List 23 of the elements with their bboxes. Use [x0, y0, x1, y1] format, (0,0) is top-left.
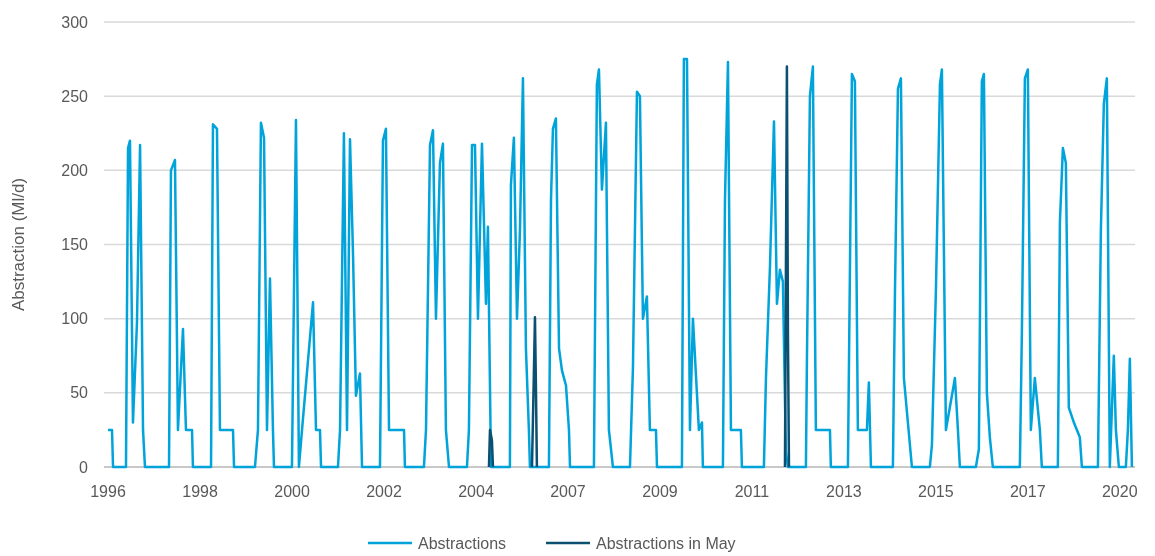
legend-label: Abstractions in May — [596, 534, 736, 552]
line-series — [106, 57, 1134, 469]
x-tick-label: 2004 — [458, 483, 494, 500]
y-tick-label: 150 — [61, 236, 89, 254]
x-tick-label: 1998 — [182, 483, 218, 500]
x-tick-label: 2020 — [1101, 483, 1138, 500]
x-tick-label: 2017 — [1009, 483, 1046, 500]
y-tick-label: 100 — [61, 310, 89, 328]
y-tick-label: 300 — [61, 13, 89, 31]
x-tick-label: 2015 — [918, 483, 954, 500]
x-tick-label: 2002 — [366, 483, 402, 500]
x-tick-label: 2011 — [734, 483, 770, 500]
y-tick-label: 0 — [79, 458, 89, 476]
y-tick-label: 250 — [61, 87, 89, 105]
x-tick-label: 2009 — [642, 483, 678, 500]
y-tick-label: 50 — [70, 384, 89, 402]
x-tick-label: 2000 — [274, 483, 310, 500]
x-tick-label: 2013 — [826, 483, 862, 500]
x-tick-label: 1996 — [90, 483, 126, 500]
x-tick-label: 2007 — [550, 483, 586, 500]
y-axis-title: Abstraction (Ml/d) — [9, 177, 28, 312]
legend-label: Abstractions — [418, 534, 507, 552]
y-tick-label: 200 — [61, 161, 89, 179]
